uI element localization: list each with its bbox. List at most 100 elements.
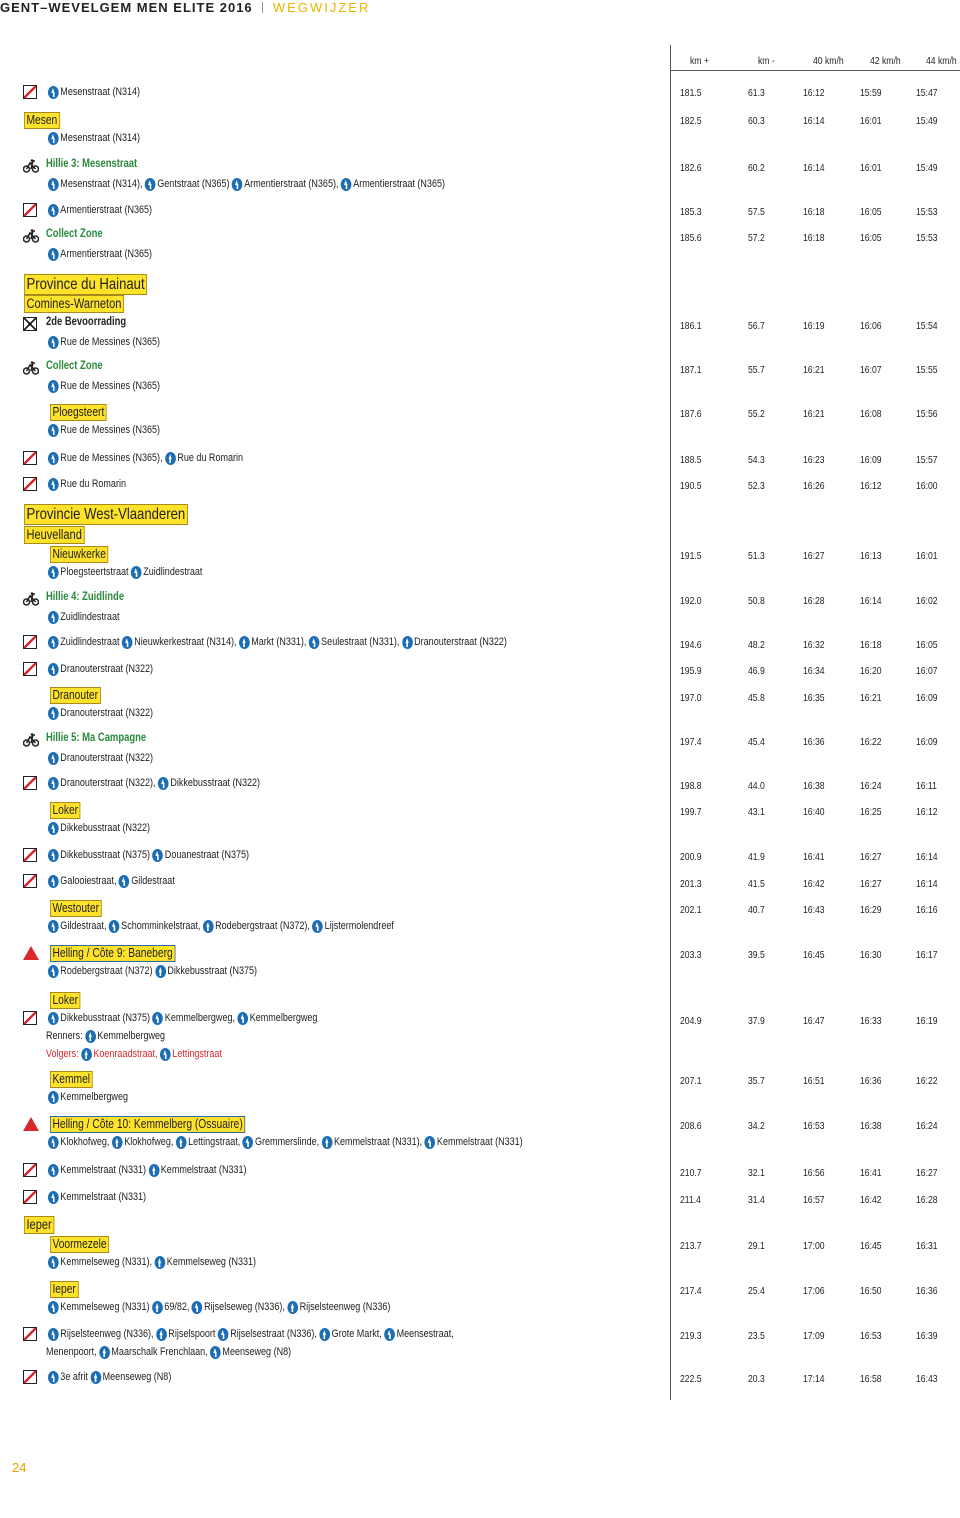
time-cell: 16:17 [916,949,938,961]
street-name: Rijselsteenweg (N336), [60,1328,154,1341]
direction-arrow [48,1300,59,1314]
street-name: Rue du Romarin [177,452,244,465]
time-cell: 16:06 [860,320,882,332]
street-line: Dranouterstraat (N322) [48,662,156,676]
time-cell: 16:43 [916,1373,938,1385]
street-line: Kemmelseweg (N331) 69/82, Rijselseweg (N33… [48,1300,393,1314]
route-icon [23,635,37,649]
column-header: 44 km/h [926,55,957,67]
route-icon [23,1117,39,1131]
time-cell: 16:09 [916,692,938,704]
time-cell: 16:33 [860,1015,882,1027]
time-cell: 16:05 [860,206,882,218]
time-cell: 15:49 [916,162,938,174]
street-name: Volgers: [46,1048,79,1061]
street-name: Zuidlindestraat [60,611,120,624]
time-cell: 31.4 [748,1194,765,1206]
street-name: Kemmelstraat (N331) [60,1164,147,1177]
direction-arrow [319,1327,331,1341]
street-line: Klokhofweg, Klokhofweg, Lettingstraat, Grem… [48,1135,525,1149]
street-line: Kemmelstraat (N331) [48,1190,148,1204]
street-line: Gildestraat, Schomminkelstraat, Rodebergst… [48,919,396,933]
time-cell: 16:14 [860,595,882,607]
route-icon [23,477,37,491]
street-name: Dikkebusstraat (N375) [60,849,151,862]
direction-arrow [154,1255,166,1269]
row-title: Collect Zone [46,228,103,240]
time-cell: 204.9 [680,1015,702,1027]
time-cell: 16:01 [916,550,938,562]
street-line: Volgers: Koenraadstraat, Lettingstraat [46,1047,224,1061]
row-title: Loker [50,802,81,819]
direction-arrow [48,131,59,145]
time-cell: 197.0 [680,692,702,704]
time-cell: 16:01 [860,162,882,174]
route-icon [23,848,37,862]
page-number: 24 [12,1460,27,1475]
row-title: Helling / Côte 10: Kemmelberg (Ossuaire) [50,1116,246,1133]
route-icon [22,361,40,375]
time-cell: 34.2 [748,1120,765,1132]
direction-arrow [48,662,59,676]
time-cell: 16:41 [860,1167,882,1179]
time-cell: 16:27 [860,851,882,863]
time-cell: 25.4 [748,1285,765,1297]
street-name: Gildestraat, [60,920,107,933]
time-cell: 15:57 [916,454,938,466]
street-name: Kemmelseweg (N331) [166,1256,257,1269]
direction-arrow [48,874,59,888]
column-header: 40 km/h [813,55,844,67]
street-name: Gildestraat [131,875,175,888]
time-cell: 16:40 [803,806,825,818]
time-cell: 57.2 [748,232,765,244]
time-cell: 16:20 [860,665,882,677]
route-icon [23,1370,37,1384]
direction-arrow [48,610,59,624]
street-line: Rue du Romarin [48,477,128,491]
header-separator [262,2,264,13]
time-cell: 15:49 [916,115,938,127]
street-line: Armentierstraat (N365) [48,247,154,261]
route-icon [22,159,40,173]
street-name: Meensestraat, [396,1328,454,1341]
direction-arrow [48,821,59,835]
time-cell: 56.7 [748,320,765,332]
time-cell: 16:13 [860,550,882,562]
street-name: Zuidlindestraat [143,566,203,579]
time-cell: 16:38 [803,780,825,792]
time-cell: 192.0 [680,595,702,607]
time-cell: 213.7 [680,1240,702,1252]
time-cell: 39.5 [748,949,765,961]
time-cell: 182.5 [680,115,702,127]
street-line: Rue de Messines (N365) [48,423,163,437]
street-name: Rijselseweg (N336), [204,1301,285,1314]
direction-arrow [237,1011,249,1025]
row-title: Kemmel [50,1071,93,1088]
direction-arrow [287,1300,298,1314]
direction-arrow [48,919,59,933]
direction-arrow [48,177,59,191]
time-cell: 187.1 [680,364,702,376]
direction-arrow [48,1011,59,1025]
time-cell: 16:41 [803,851,825,863]
time-cell: 16:21 [803,364,825,376]
time-cell: 32.1 [748,1167,765,1179]
street-name: Zuidlindestraat [60,636,120,649]
direction-arrow [321,1135,333,1149]
direction-arrow [424,1135,436,1149]
street-name: Dranouterstraat (N322) [60,707,154,720]
row-title: Dranouter [50,687,101,704]
time-cell: 16:36 [803,736,825,748]
region-label: Ieper [24,1216,55,1234]
route-icon [23,1190,37,1204]
street-name: Gentstraat (N365) [157,178,230,191]
time-cell: 16:21 [803,408,825,420]
street-name: Armentierstraat (N365) [60,248,153,261]
header-rule [670,70,960,71]
street-line: Zuidlindestraat [48,610,122,624]
row-title: Hillie 4: Zuidlinde [46,591,125,603]
time-cell: 16:18 [803,206,825,218]
direction-arrow [130,565,142,579]
column-divider [670,45,671,1400]
street-name: Galooiestraat, [60,875,117,888]
